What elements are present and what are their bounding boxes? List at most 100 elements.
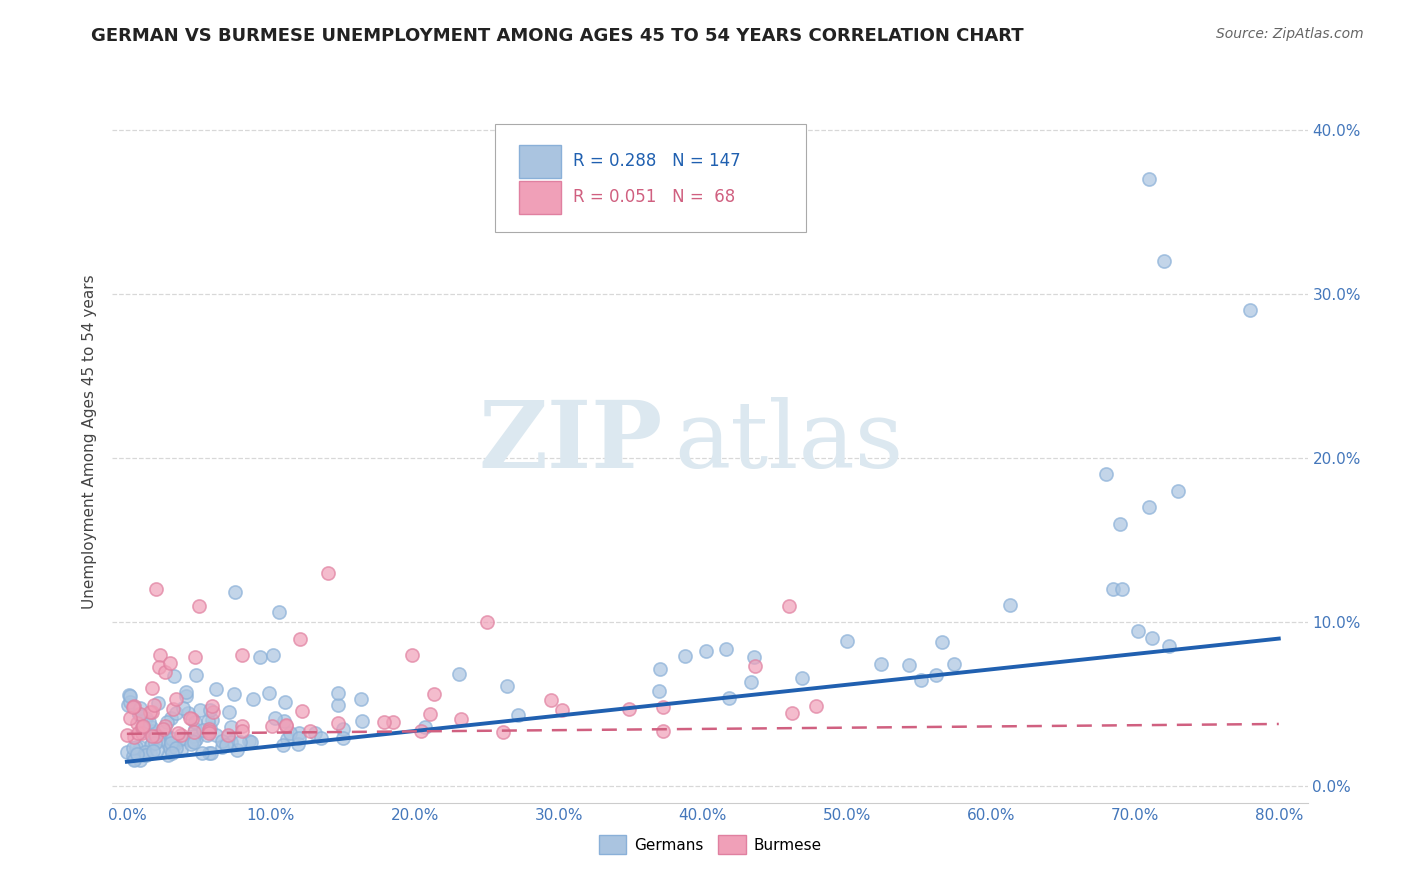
Point	[170, 743, 193, 757]
Point	[132, 747, 155, 762]
Point	[231, 723, 253, 738]
Point	[131, 726, 153, 740]
Point	[740, 674, 762, 689]
Point	[124, 699, 146, 714]
Point	[118, 689, 141, 703]
Point	[142, 744, 165, 758]
Point	[153, 723, 176, 738]
Point	[159, 711, 181, 725]
Point	[129, 739, 152, 754]
Point	[200, 746, 222, 760]
Point	[165, 737, 187, 751]
Point	[647, 684, 669, 698]
Point	[998, 598, 1021, 612]
Point	[120, 694, 142, 708]
Point	[162, 731, 184, 746]
Point	[174, 685, 197, 699]
Point	[205, 728, 228, 742]
Point	[160, 746, 183, 760]
Point	[257, 686, 280, 700]
Point	[117, 689, 139, 703]
Point	[127, 746, 149, 760]
Point	[226, 743, 249, 757]
Point	[744, 658, 766, 673]
Point	[152, 723, 174, 737]
Point	[122, 700, 145, 714]
Point	[149, 648, 172, 662]
Point	[139, 705, 162, 719]
Point	[401, 648, 423, 662]
Point	[160, 731, 183, 746]
Point	[217, 728, 239, 742]
Point	[238, 733, 260, 747]
Point	[128, 706, 150, 721]
Point	[148, 660, 170, 674]
Point	[309, 731, 332, 745]
Point	[211, 734, 233, 748]
Point	[205, 682, 228, 697]
Point	[288, 632, 311, 646]
Point	[122, 753, 145, 767]
Point	[188, 702, 211, 716]
Point	[162, 702, 184, 716]
FancyBboxPatch shape	[495, 124, 806, 232]
Point	[153, 665, 176, 679]
Point	[191, 723, 214, 737]
Point	[870, 657, 893, 672]
Point	[165, 691, 187, 706]
Point	[163, 669, 186, 683]
Point	[419, 706, 441, 721]
Point	[153, 719, 176, 733]
Point	[184, 668, 207, 682]
Text: R = 0.288   N = 147: R = 0.288 N = 147	[572, 153, 740, 170]
Point	[135, 711, 157, 725]
Point	[198, 703, 221, 717]
Point	[1153, 253, 1175, 268]
Point	[1102, 582, 1125, 597]
Point	[332, 731, 354, 745]
Point	[179, 711, 201, 725]
Point	[165, 706, 187, 720]
Point	[134, 746, 156, 760]
Point	[219, 735, 242, 749]
Point	[148, 696, 170, 710]
Point	[197, 746, 219, 760]
Point	[141, 730, 163, 744]
Point	[121, 740, 143, 755]
Point	[143, 727, 166, 741]
Point	[298, 724, 321, 739]
Point	[122, 752, 145, 766]
Point	[201, 698, 224, 713]
Point	[274, 695, 297, 709]
Point	[260, 719, 283, 733]
Point	[231, 719, 253, 733]
Point	[249, 649, 271, 664]
Point	[214, 738, 236, 752]
Point	[122, 749, 145, 764]
Point	[1126, 624, 1149, 638]
Text: R = 0.051   N =  68: R = 0.051 N = 68	[572, 188, 735, 206]
Point	[143, 736, 166, 750]
Point	[651, 700, 673, 714]
Point	[718, 690, 741, 705]
Point	[778, 599, 800, 613]
Point	[198, 722, 221, 736]
Point	[267, 605, 290, 619]
Point	[224, 585, 246, 599]
Point	[231, 648, 253, 662]
Point	[931, 635, 953, 649]
Point	[187, 599, 209, 613]
Point	[925, 668, 948, 682]
Point	[714, 642, 737, 657]
Point	[146, 733, 169, 747]
Point	[1140, 631, 1163, 645]
Point	[170, 728, 193, 742]
Point	[1137, 171, 1160, 186]
Text: ZIP: ZIP	[478, 397, 662, 486]
Point	[326, 715, 349, 730]
Point	[184, 722, 207, 736]
Point	[332, 723, 354, 737]
Point	[170, 732, 193, 747]
Point	[191, 746, 214, 760]
Point	[117, 698, 139, 712]
